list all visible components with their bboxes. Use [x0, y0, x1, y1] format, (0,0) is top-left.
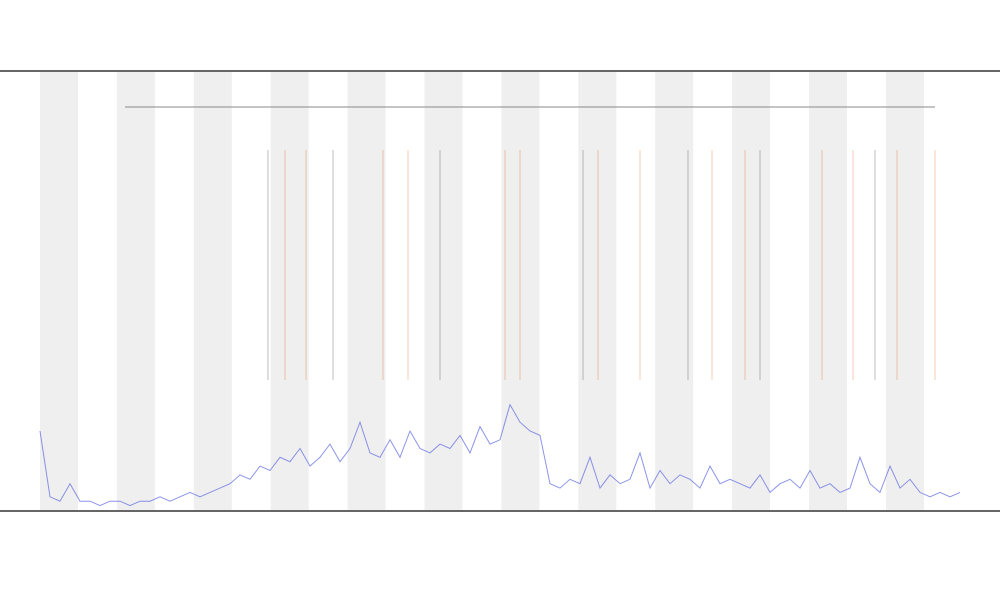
plot-area: [39, 403, 961, 507]
shaded-band: [270, 72, 309, 510]
shaded-band: [501, 72, 540, 510]
shaded-band: [732, 72, 771, 510]
shaded-band: [347, 72, 386, 510]
shaded-band: [424, 72, 463, 510]
shaded-band: [885, 72, 924, 510]
shaded-band: [40, 72, 78, 510]
shaded-band: [193, 72, 232, 510]
shaded-band: [116, 72, 155, 510]
shaded-band: [578, 72, 617, 510]
shaded-band: [809, 72, 847, 510]
event-lines: [267, 150, 936, 380]
shaded-bands: [40, 72, 924, 510]
shaded-band: [655, 72, 694, 510]
data-line: [39, 403, 961, 507]
